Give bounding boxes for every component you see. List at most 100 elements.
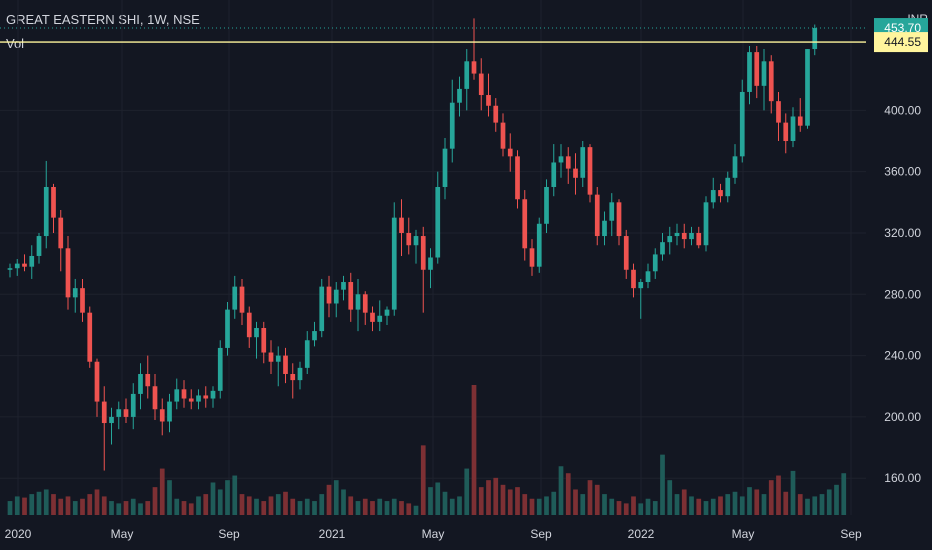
candle-body <box>768 61 774 102</box>
time-tick-label: May <box>732 527 755 541</box>
volume-bar <box>362 498 368 515</box>
volume-bar <box>174 498 180 515</box>
candle-body <box>65 248 71 298</box>
volume-bar <box>43 489 49 515</box>
price-tick-label: 280.00 <box>884 287 921 301</box>
candle-body <box>587 147 593 195</box>
candle-body <box>239 286 245 313</box>
price-tick-label: 400.00 <box>884 103 921 117</box>
volume-bar <box>834 484 839 515</box>
volume-bar <box>36 491 42 515</box>
time-tick-label: May <box>422 527 445 541</box>
volume-bar <box>732 491 738 515</box>
time-tick-label: 2020 <box>5 527 32 541</box>
candle-body <box>384 309 390 316</box>
candle-body <box>797 116 803 126</box>
volume-bar <box>217 489 223 515</box>
volume-bar <box>94 489 100 515</box>
candle-body <box>790 116 796 142</box>
candle-body <box>232 286 238 310</box>
volume-bar <box>515 487 520 515</box>
candle-body <box>689 232 694 240</box>
candle-body <box>290 373 296 381</box>
candle-body <box>246 312 252 338</box>
candle-body <box>580 147 586 178</box>
volume-bar <box>355 501 361 515</box>
time-tick-label: Sep <box>840 527 862 541</box>
candle-body <box>138 373 143 394</box>
volume-bar <box>602 494 607 515</box>
volume-bar <box>181 501 187 515</box>
candle-body <box>152 386 158 410</box>
volume-bar <box>696 498 702 515</box>
candle-body <box>761 61 767 86</box>
volume-bar <box>406 503 412 515</box>
candle-body <box>377 315 383 322</box>
volume-bar <box>754 489 760 515</box>
candle-body <box>167 401 172 422</box>
candle-body <box>326 286 332 304</box>
candle-body <box>507 148 513 157</box>
volume-bar <box>254 498 259 515</box>
candle-body <box>631 269 636 289</box>
volume-bar <box>609 498 615 515</box>
candle-body <box>652 254 658 272</box>
volume-bar <box>167 480 172 515</box>
volume-bar <box>710 498 716 515</box>
candle-body <box>645 271 651 283</box>
candle-body <box>558 156 564 163</box>
candle-body <box>529 248 535 267</box>
candle-body <box>754 52 760 86</box>
volume-bar <box>551 491 557 515</box>
volume-bar <box>507 489 513 515</box>
volume-bar <box>29 494 35 515</box>
volume-bar <box>188 503 194 515</box>
volume-bar <box>232 475 238 515</box>
volume-bar <box>428 487 433 515</box>
volume-label: Vol <box>6 36 25 51</box>
volume-bar <box>101 496 107 515</box>
candle-body <box>544 186 549 224</box>
candle-body <box>747 52 752 92</box>
candle-body <box>210 390 216 399</box>
candle-body <box>123 409 129 417</box>
candle-body <box>449 102 455 149</box>
candle-body <box>783 122 789 142</box>
volume-bar <box>631 496 636 515</box>
volume-bar <box>797 494 803 515</box>
candle-body <box>739 91 745 157</box>
volume-bar <box>478 487 484 515</box>
candle-body <box>297 367 303 381</box>
volume-bar <box>638 503 644 515</box>
volume-bar <box>261 501 267 515</box>
volume-bar <box>660 454 665 515</box>
time-axis[interactable]: 2020 May Sep 2021 May Sep 2022 May Sep <box>5 527 862 541</box>
volume-bar <box>413 505 419 515</box>
volume-bar <box>22 497 27 515</box>
candle-body <box>58 217 64 249</box>
candle-body <box>638 282 644 289</box>
volume-bar <box>210 482 216 515</box>
candle-body <box>718 190 723 197</box>
time-tick-label: Sep <box>218 527 240 541</box>
candle-body <box>94 361 100 402</box>
volume-bar <box>464 468 470 515</box>
time-tick-label: 2022 <box>628 527 655 541</box>
volume-bar <box>333 480 339 515</box>
candle-body <box>609 202 615 221</box>
candle-body <box>420 236 426 270</box>
price-axis[interactable]: 160.00 200.00 240.00 280.00 320.00 360.00 400.… <box>874 18 928 485</box>
volume-bar <box>616 501 622 515</box>
candle-body <box>522 199 528 249</box>
volume-bar <box>341 489 346 515</box>
volume-bar <box>725 494 731 515</box>
candle-body <box>87 312 93 362</box>
volume-bar <box>138 503 143 515</box>
volume-bar <box>805 498 810 515</box>
candle-body <box>275 355 281 362</box>
candle-body <box>674 232 680 237</box>
candle-body <box>261 328 267 353</box>
candle-body <box>341 282 346 290</box>
volume-bar <box>80 498 85 515</box>
